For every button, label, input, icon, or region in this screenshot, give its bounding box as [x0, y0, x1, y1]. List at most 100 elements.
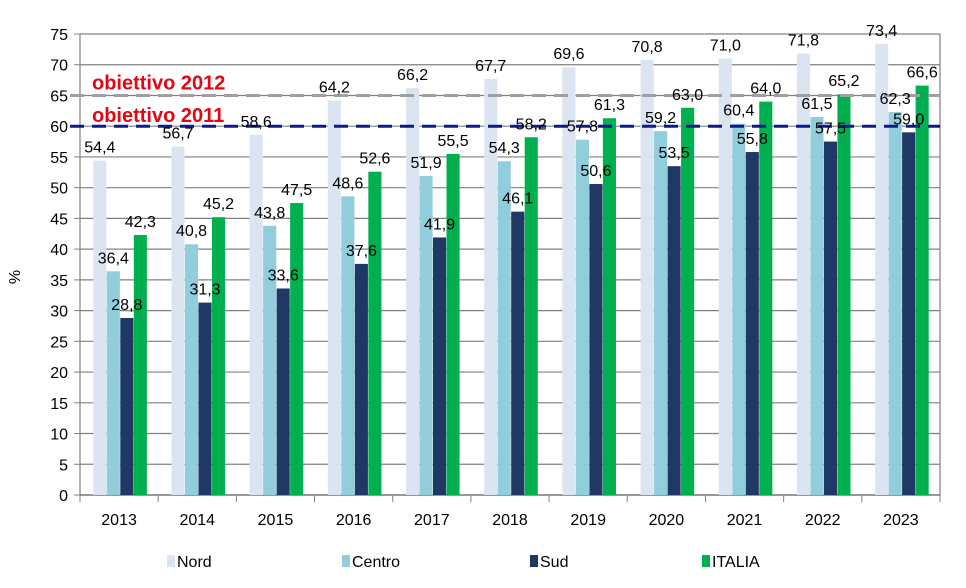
- bar-italia-2017: [446, 153, 460, 496]
- bar-centro-2022: [810, 116, 824, 495]
- data-label: 31,3: [189, 282, 220, 299]
- bar-centro-2017: [419, 175, 433, 495]
- bar-sud-2015: [276, 288, 290, 495]
- data-label: 62,3: [880, 91, 911, 108]
- legend-swatch-centro: [342, 555, 350, 567]
- bar-italia-2013: [133, 234, 147, 495]
- bar-sud-2017: [433, 237, 447, 496]
- data-label: 40,8: [176, 223, 207, 240]
- data-label: 36,4: [98, 250, 129, 267]
- x-tick-label: 2019: [570, 512, 606, 529]
- data-label: 47,5: [281, 182, 312, 199]
- data-label: 59,0: [893, 111, 924, 128]
- data-label: 58,2: [516, 116, 547, 133]
- y-tick-label: 20: [50, 365, 68, 382]
- y-tick-label: 75: [50, 27, 68, 44]
- bar-italia-2022: [837, 94, 851, 495]
- bar-italia-2021: [759, 101, 773, 495]
- data-label: 66,6: [907, 65, 938, 82]
- data-label: 61,5: [801, 96, 832, 113]
- y-tick-label: 60: [50, 119, 68, 136]
- bar-nord-2015: [249, 134, 263, 495]
- bar-nord-2017: [406, 88, 420, 495]
- y-tick-label: 50: [50, 181, 68, 198]
- x-tick-label: 2014: [179, 512, 215, 529]
- data-label: 52,6: [359, 151, 390, 168]
- data-label: 28,8: [111, 297, 142, 314]
- y-tick-label: 5: [59, 457, 68, 474]
- legend: Nord Centro Sud ITALIA: [167, 554, 760, 571]
- data-label: 64,0: [750, 81, 781, 98]
- x-tick-label: 2021: [727, 512, 763, 529]
- bar-sud-2021: [745, 152, 759, 496]
- bar-sud-2023: [902, 132, 916, 495]
- y-tick-label: 25: [50, 334, 68, 351]
- data-label: 59,2: [645, 110, 676, 127]
- bar-centro-2015: [263, 225, 277, 495]
- bar-centro-2023: [888, 112, 902, 495]
- data-label: 55,8: [737, 131, 768, 148]
- data-label: 70,8: [632, 39, 663, 56]
- reference-line-label: obiettivo 2012: [92, 72, 225, 94]
- y-tick-label: 10: [50, 427, 68, 444]
- data-labels: 54,4 56,7 58,6 64,2 66,2 67,7 69,6 70,8 71,0 71,8…: [84, 23, 938, 314]
- data-label: 67,7: [475, 58, 506, 75]
- bar-sud-2019: [589, 183, 603, 495]
- legend-swatch-nord: [167, 555, 175, 567]
- x-tick-label: 2022: [805, 512, 841, 529]
- bar-sud-2018: [511, 211, 525, 495]
- data-label: 56,7: [162, 125, 193, 142]
- bar-centro-2013: [106, 271, 120, 495]
- bar-nord-2022: [796, 53, 811, 495]
- data-label: 71,0: [710, 38, 741, 55]
- y-tick-label: 0: [59, 488, 68, 505]
- data-label: 43,8: [254, 205, 285, 222]
- bars: [93, 43, 929, 496]
- bar-italia-2023: [915, 85, 929, 495]
- y-tick-label: 35: [50, 273, 68, 290]
- bar-sud-2014: [198, 302, 212, 495]
- x-tick-label: 2016: [336, 512, 372, 529]
- reference-line-label: obiettivo 2011: [92, 105, 224, 127]
- x-tick-label: 2020: [649, 512, 685, 529]
- data-label: 53,5: [659, 145, 690, 162]
- x-tick-label: 2023: [883, 512, 919, 529]
- y-axis-ticks: 0 5 10 15 20 25 30 35 40 45 50 55 60 65 70 75: [50, 27, 68, 505]
- data-label: 63,0: [672, 87, 703, 104]
- data-label: 48,6: [332, 175, 363, 192]
- y-tick-label: 40: [50, 242, 68, 259]
- y-tick-label: 55: [50, 150, 68, 167]
- data-label: 57,5: [815, 121, 846, 138]
- bar-italia-2020: [681, 107, 695, 495]
- bar-nord-2013: [93, 160, 107, 495]
- legend-swatch-sud: [530, 555, 538, 567]
- y-tick-label: 30: [50, 304, 68, 321]
- bar-italia-2014: [211, 217, 226, 496]
- data-label: 42,3: [125, 214, 156, 231]
- bar-nord-2014: [171, 146, 185, 495]
- reference-lines: obiettivo 2012 obiettivo 2011: [70, 72, 940, 128]
- data-label: 37,6: [346, 243, 377, 260]
- data-label: 60,4: [723, 103, 754, 120]
- bar-nord-2021: [718, 58, 732, 495]
- bar-centro-2020: [654, 131, 668, 495]
- bar-centro-2016: [341, 196, 355, 495]
- y-tick-label: 70: [50, 58, 68, 75]
- legend-label: Sud: [540, 554, 568, 571]
- bar-nord-2018: [484, 78, 498, 495]
- bar-centro-2014: [184, 244, 199, 495]
- bar-sud-2013: [120, 317, 134, 495]
- data-label: 73,4: [866, 23, 897, 40]
- data-label: 69,6: [553, 46, 584, 63]
- data-label: 55,5: [437, 133, 468, 150]
- legend-label: ITALIA: [712, 554, 760, 571]
- bar-centro-2019: [575, 139, 589, 496]
- data-label: 71,8: [788, 33, 819, 50]
- bar-italia-2019: [602, 118, 616, 495]
- bar-italia-2016: [368, 171, 382, 495]
- legend-label: Centro: [352, 554, 400, 571]
- data-label: 58,6: [241, 114, 272, 131]
- data-label: 54,4: [84, 140, 115, 157]
- bar-centro-2021: [732, 123, 746, 495]
- y-tick-label: 15: [50, 396, 68, 413]
